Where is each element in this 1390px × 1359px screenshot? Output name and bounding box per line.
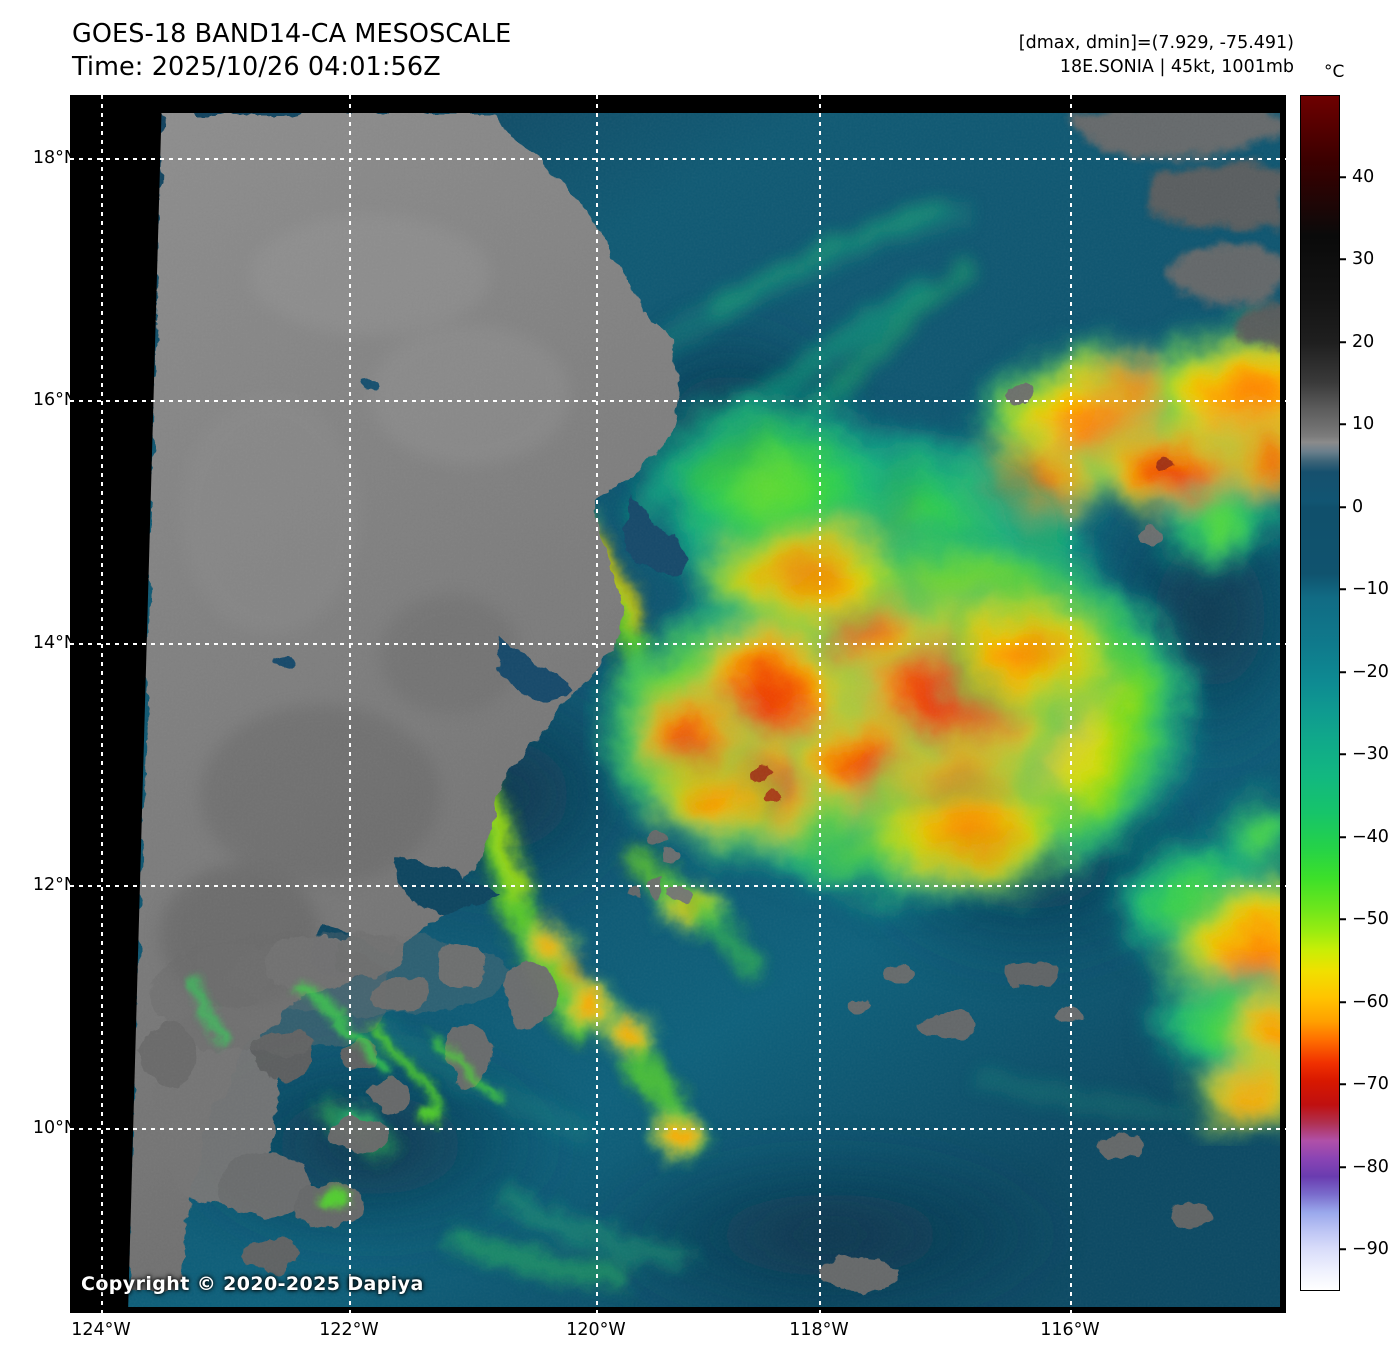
colorbar-label-m10: −10 (1352, 579, 1389, 599)
colorbar-tick-m70 (1340, 1083, 1346, 1085)
colorbar[interactable] (1300, 95, 1340, 1291)
colorbar-label-10: 10 (1352, 414, 1375, 434)
colorbar-unit-label: °C (1324, 62, 1345, 82)
colorbar-label-m20: −20 (1352, 662, 1389, 682)
colorbar-label-m60: −60 (1352, 992, 1389, 1012)
no-data-right-strip (1280, 95, 1286, 1313)
data-range-label: [dmax, dmin]=(7.929, -75.491) (1018, 33, 1294, 53)
xtick-label-120w: 120°W (566, 1320, 626, 1340)
colorbar-gradient (1301, 96, 1339, 1290)
no-data-top-strip (70, 95, 1286, 113)
colorbar-tick-m10 (1340, 588, 1346, 590)
timestamp-label: Time: 2025/10/26 04:01:56Z (72, 52, 441, 83)
colorbar-tick-m60 (1340, 1001, 1346, 1003)
colorbar-tick-20 (1340, 341, 1346, 343)
ytick-label-12n: 12°N (32, 875, 77, 895)
colorbar-label-m80: −80 (1352, 1157, 1389, 1177)
colorbar-tick-m20 (1340, 671, 1346, 673)
colorbar-label-m50: −50 (1352, 909, 1389, 929)
satellite-image-plot[interactable]: Copyright © 2020-2025 Dapiya (70, 95, 1286, 1313)
colorbar-tick-10 (1340, 423, 1346, 425)
infrared-imagery-layer (70, 95, 1286, 1313)
colorbar-label-0: 0 (1352, 497, 1364, 517)
xtick-label-116w: 116°W (1040, 1320, 1100, 1340)
page-title: GOES-18 BAND14-CA MESOSCALE (72, 19, 512, 49)
colorbar-tick-30 (1340, 258, 1346, 260)
colorbar-tick-m40 (1340, 836, 1346, 838)
copyright-label: Copyright © 2020-2025 Dapiya (81, 1273, 424, 1295)
ytick-label-16n: 16°N (32, 390, 77, 410)
colorbar-tick-m80 (1340, 1166, 1346, 1168)
colorbar-tick-m90 (1340, 1248, 1346, 1250)
colorbar-tick-m30 (1340, 753, 1346, 755)
colorbar-label-20: 20 (1352, 332, 1375, 352)
header-right-block: [dmax, dmin]=(7.929, -75.491) 18E.SONIA … (1019, 32, 1294, 79)
xtick-label-122w: 122°W (319, 1320, 379, 1340)
xtick-label-118w: 118°W (789, 1320, 849, 1340)
colorbar-tick-m50 (1340, 918, 1346, 920)
colorbar-label-30: 30 (1352, 249, 1375, 269)
colorbar-label-m30: −30 (1352, 744, 1389, 764)
colorbar-label-40: 40 (1352, 167, 1375, 187)
ytick-label-14n: 14°N (32, 633, 77, 653)
colorbar-tick-0 (1340, 506, 1346, 508)
header-left-block: GOES-18 BAND14-CA MESOSCALE Time: 2025/1… (72, 18, 511, 84)
colorbar-label-m70: −70 (1352, 1074, 1389, 1094)
colorbar-label-m40: −40 (1352, 827, 1389, 847)
colorbar-label-m90: −90 (1352, 1239, 1389, 1259)
xtick-label-124w: 124°W (71, 1320, 131, 1340)
colorbar-tick-40 (1340, 176, 1346, 178)
ytick-label-10n: 10°N (32, 1118, 77, 1138)
storm-info-label: 18E.SONIA | 45kt, 1001mb (1059, 56, 1294, 77)
no-data-bottom-strip (70, 1307, 1286, 1313)
ytick-label-18n: 18°N (32, 148, 77, 168)
